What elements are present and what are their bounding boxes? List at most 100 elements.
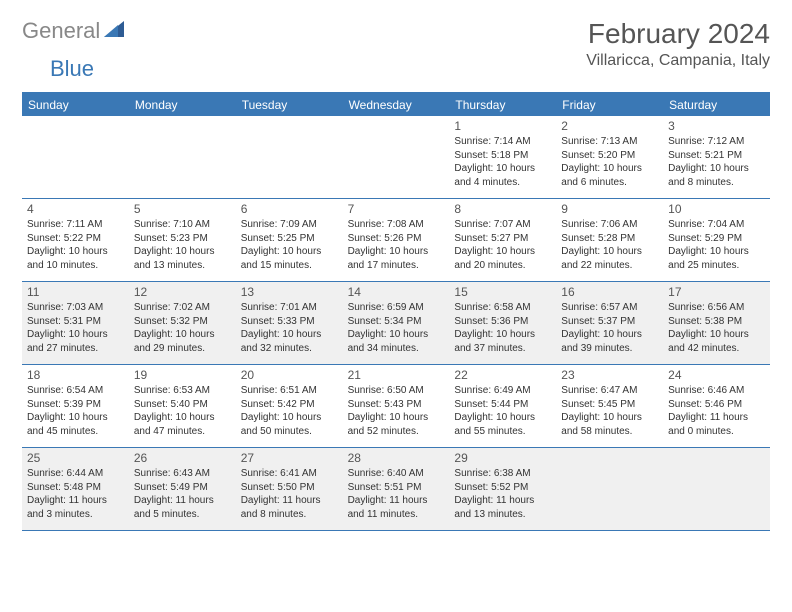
date-number: 16 (561, 285, 658, 299)
sun-info: Sunrise: 6:56 AMSunset: 5:38 PMDaylight:… (668, 301, 765, 355)
sunrise-text: Sunrise: 6:57 AM (561, 301, 658, 315)
date-number: 17 (668, 285, 765, 299)
weekday-header: Thursday (449, 94, 556, 116)
sun-info: Sunrise: 6:59 AMSunset: 5:34 PMDaylight:… (348, 301, 445, 355)
date-number: 27 (241, 451, 338, 465)
sunset-text: Sunset: 5:27 PM (454, 232, 551, 246)
sun-info: Sunrise: 6:57 AMSunset: 5:37 PMDaylight:… (561, 301, 658, 355)
date-number: 22 (454, 368, 551, 382)
sunset-text: Sunset: 5:32 PM (134, 315, 231, 329)
week-row: 11 Sunrise: 7:03 AMSunset: 5:31 PMDayligh… (22, 282, 770, 365)
day-cell: 16 Sunrise: 6:57 AMSunset: 5:37 PMDayligh… (556, 282, 663, 364)
date-number: 12 (134, 285, 231, 299)
day-cell: 18 Sunrise: 6:54 AMSunset: 5:39 PMDayligh… (22, 365, 129, 447)
sunset-text: Sunset: 5:51 PM (348, 481, 445, 495)
date-number: 7 (348, 202, 445, 216)
sunset-text: Sunset: 5:20 PM (561, 149, 658, 163)
sunrise-text: Sunrise: 7:03 AM (27, 301, 124, 315)
daylight-text: Daylight: 10 hours and 13 minutes. (134, 245, 231, 272)
day-cell: 2Sunrise: 7:13 AMSunset: 5:20 PMDaylight… (556, 116, 663, 198)
date-number: 5 (134, 202, 231, 216)
day-cell: 25 Sunrise: 6:44 AMSunset: 5:48 PMDayligh… (22, 448, 129, 530)
daylight-text: Daylight: 10 hours and 47 minutes. (134, 411, 231, 438)
sunrise-text: Sunrise: 6:59 AM (348, 301, 445, 315)
day-cell (343, 116, 450, 198)
sunset-text: Sunset: 5:38 PM (668, 315, 765, 329)
day-cell: 8Sunrise: 7:07 AMSunset: 5:27 PMDaylight… (449, 199, 556, 281)
sunset-text: Sunset: 5:28 PM (561, 232, 658, 246)
sun-info: Sunrise: 6:49 AMSunset: 5:44 PMDaylight:… (454, 384, 551, 438)
week-row: 25 Sunrise: 6:44 AMSunset: 5:48 PMDayligh… (22, 448, 770, 531)
day-cell: 10Sunrise: 7:04 AMSunset: 5:29 PMDayligh… (663, 199, 770, 281)
daylight-text: Daylight: 10 hours and 45 minutes. (27, 411, 124, 438)
day-cell: 22 Sunrise: 6:49 AMSunset: 5:44 PMDayligh… (449, 365, 556, 447)
sunrise-text: Sunrise: 6:38 AM (454, 467, 551, 481)
daylight-text: Daylight: 10 hours and 39 minutes. (561, 328, 658, 355)
sunset-text: Sunset: 5:33 PM (241, 315, 338, 329)
date-number: 15 (454, 285, 551, 299)
day-cell: 27Sunrise: 6:41 AMSunset: 5:50 PMDayligh… (236, 448, 343, 530)
sunset-text: Sunset: 5:36 PM (454, 315, 551, 329)
weeks-container: 1Sunrise: 7:14 AMSunset: 5:18 PMDaylight… (22, 116, 770, 531)
weekday-header: Wednesday (343, 94, 450, 116)
sunset-text: Sunset: 5:23 PM (134, 232, 231, 246)
date-number: 11 (27, 285, 124, 299)
sunrise-text: Sunrise: 6:51 AM (241, 384, 338, 398)
day-cell (129, 116, 236, 198)
daylight-text: Daylight: 10 hours and 15 minutes. (241, 245, 338, 272)
sun-info: Sunrise: 7:03 AMSunset: 5:31 PMDaylight:… (27, 301, 124, 355)
sunset-text: Sunset: 5:21 PM (668, 149, 765, 163)
day-cell: 14 Sunrise: 6:59 AMSunset: 5:34 PMDayligh… (343, 282, 450, 364)
location-subtitle: Villaricca, Campania, Italy (586, 52, 770, 70)
date-number: 9 (561, 202, 658, 216)
date-number: 14 (348, 285, 445, 299)
day-cell: 9 Sunrise: 7:06 AMSunset: 5:28 PMDaylight… (556, 199, 663, 281)
sunrise-text: Sunrise: 7:08 AM (348, 218, 445, 232)
date-number: 1 (454, 119, 551, 133)
sun-info: Sunrise: 7:09 AMSunset: 5:25 PMDaylight:… (241, 218, 338, 272)
sun-info: Sunrise: 7:11 AMSunset: 5:22 PMDaylight:… (27, 218, 124, 272)
date-number: 18 (27, 368, 124, 382)
sunset-text: Sunset: 5:43 PM (348, 398, 445, 412)
daylight-text: Daylight: 11 hours and 0 minutes. (668, 411, 765, 438)
sun-info: Sunrise: 6:44 AMSunset: 5:48 PMDaylight:… (27, 467, 124, 521)
sunset-text: Sunset: 5:46 PM (668, 398, 765, 412)
sun-info: Sunrise: 7:08 AMSunset: 5:26 PMDaylight:… (348, 218, 445, 272)
week-row: 18 Sunrise: 6:54 AMSunset: 5:39 PMDayligh… (22, 365, 770, 448)
daylight-text: Daylight: 11 hours and 11 minutes. (348, 494, 445, 521)
date-number: 8 (454, 202, 551, 216)
day-cell: 15Sunrise: 6:58 AMSunset: 5:36 PMDayligh… (449, 282, 556, 364)
calendar: Sunday Monday Tuesday Wednesday Thursday… (22, 92, 770, 531)
daylight-text: Daylight: 10 hours and 20 minutes. (454, 245, 551, 272)
sunrise-text: Sunrise: 6:56 AM (668, 301, 765, 315)
sunrise-text: Sunrise: 7:13 AM (561, 135, 658, 149)
sun-info: Sunrise: 6:38 AMSunset: 5:52 PMDaylight:… (454, 467, 551, 521)
sunset-text: Sunset: 5:42 PM (241, 398, 338, 412)
sun-info: Sunrise: 7:10 AMSunset: 5:23 PMDaylight:… (134, 218, 231, 272)
sun-info: Sunrise: 6:43 AMSunset: 5:49 PMDaylight:… (134, 467, 231, 521)
date-number: 26 (134, 451, 231, 465)
day-cell: 28Sunrise: 6:40 AMSunset: 5:51 PMDayligh… (343, 448, 450, 530)
sun-info: Sunrise: 6:51 AMSunset: 5:42 PMDaylight:… (241, 384, 338, 438)
weekday-header: Friday (556, 94, 663, 116)
sun-info: Sunrise: 6:50 AMSunset: 5:43 PMDaylight:… (348, 384, 445, 438)
sunrise-text: Sunrise: 6:54 AM (27, 384, 124, 398)
sunset-text: Sunset: 5:50 PM (241, 481, 338, 495)
date-number: 6 (241, 202, 338, 216)
day-cell: 13Sunrise: 7:01 AMSunset: 5:33 PMDayligh… (236, 282, 343, 364)
date-number: 20 (241, 368, 338, 382)
sun-info: Sunrise: 6:54 AMSunset: 5:39 PMDaylight:… (27, 384, 124, 438)
date-number: 10 (668, 202, 765, 216)
sun-info: Sunrise: 7:06 AMSunset: 5:28 PMDaylight:… (561, 218, 658, 272)
day-cell: 4Sunrise: 7:11 AMSunset: 5:22 PMDaylight… (22, 199, 129, 281)
day-cell: 6 Sunrise: 7:09 AMSunset: 5:25 PMDaylight… (236, 199, 343, 281)
weekday-header: Tuesday (236, 94, 343, 116)
sunrise-text: Sunrise: 7:12 AM (668, 135, 765, 149)
sunset-text: Sunset: 5:40 PM (134, 398, 231, 412)
sunrise-text: Sunrise: 6:46 AM (668, 384, 765, 398)
weekday-header: Monday (129, 94, 236, 116)
daylight-text: Daylight: 10 hours and 8 minutes. (668, 162, 765, 189)
date-number: 2 (561, 119, 658, 133)
day-cell: 21Sunrise: 6:50 AMSunset: 5:43 PMDayligh… (343, 365, 450, 447)
date-number: 25 (27, 451, 124, 465)
